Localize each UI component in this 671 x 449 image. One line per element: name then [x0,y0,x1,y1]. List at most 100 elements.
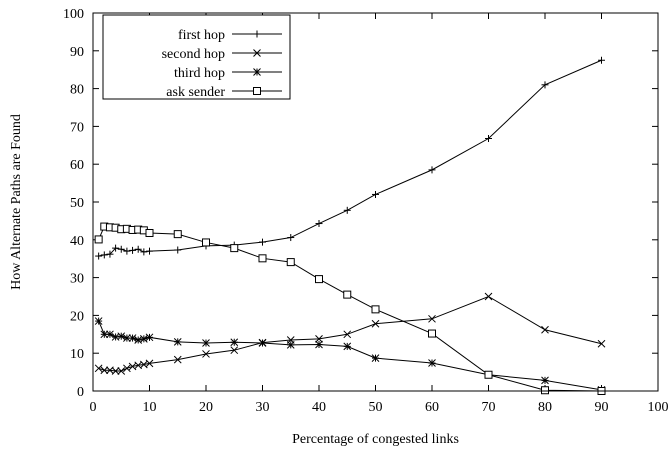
y-tick-label: 80 [70,83,84,98]
data-point-second-hop [94,364,103,373]
data-point-second-hop [173,355,182,364]
data-point-ask-sender [202,238,210,247]
x-axis-title: Percentage of congested links [292,432,459,447]
data-point-second-hop [202,350,210,358]
data-point-third-hop [371,354,380,362]
y-tick-label: 60 [70,158,84,173]
plot-frame [92,12,659,392]
data-point-first-hop [134,245,142,253]
legend-box [102,14,291,100]
data-point-first-hop [146,247,153,255]
y-tick-label: 50 [70,196,84,211]
data-point-second-hop [123,364,131,373]
axis-ticks: 0 10 20 30 40 50 60 70 80 90 100 0 10 20 30 40 50 60 70 80 9… [63,7,669,415]
data-point-ask-sender [145,228,154,237]
data-point-ask-sender [484,370,493,379]
y-tick-label: 0 [77,385,84,400]
data-point-third-hop [258,339,267,347]
y-tick-label: 100 [63,7,84,22]
x-tick-label: 100 [648,400,669,415]
data-point-second-hop [343,330,352,339]
data-point-first-hop [485,134,492,142]
y-tick-label: 40 [70,234,84,249]
data-point-first-hop [106,250,114,258]
data-point-second-hop [371,319,380,328]
data-point-third-hop [139,334,148,343]
y-tick-label: 70 [70,120,84,135]
series-third-hop [94,317,606,394]
data-point-third-hop [286,341,295,349]
data-point-first-hop [287,234,295,242]
y-tick-label: 90 [70,45,84,60]
plot-series [94,56,606,395]
data-point-first-hop [112,244,120,252]
data-point-ask-sender [541,386,549,395]
data-point-ask-sender [286,258,295,267]
series-second-hop [94,292,606,375]
data-point-third-hop [111,333,120,341]
data-point-third-hop [128,334,137,342]
data-point-ask-sender [343,290,352,299]
legend-label-second-hop: second hop [162,47,225,62]
data-point-third-hop [343,342,352,351]
data-point-second-hop [111,367,120,375]
data-point-third-hop [202,339,210,347]
x-tick-label: 70 [482,400,496,415]
data-point-first-hop [117,245,125,253]
data-point-third-hop [541,376,549,385]
data-point-second-hop [100,366,109,375]
legend-label-ask-sender: ask sender [166,85,225,100]
y-tick-label: 30 [70,272,84,287]
data-point-first-hop [598,56,605,64]
data-point-third-hop [123,334,131,342]
data-point-first-hop [343,206,351,214]
data-point-first-hop [140,248,148,256]
data-point-ask-sender [258,254,267,263]
x-tick-label: 90 [595,400,609,415]
series-line-second-hop [98,295,602,372]
x-tick-label: 0 [90,400,97,415]
x-tick-label: 40 [312,400,326,415]
data-point-second-hop [117,367,126,375]
x-tick-label: 80 [538,400,552,415]
data-point-second-hop [428,314,436,323]
data-point-first-hop [372,190,379,198]
series-line-first-hop [98,59,602,257]
data-point-third-hop [117,332,126,341]
data-point-ask-sender [94,235,103,244]
x-tick-label: 10 [143,400,157,415]
x-tick-label: 60 [425,400,439,415]
legend: first hop second hop third hop ask sender [102,14,291,100]
data-point-first-hop [95,252,103,260]
data-point-second-hop [145,359,154,368]
legend-label-third-hop: third hop [174,66,225,81]
data-point-ask-sender [173,230,182,239]
legend-marker-first-hop [253,30,261,38]
y-axis-title: How Alternate Paths are Found [9,114,24,290]
data-point-second-hop [484,292,493,301]
data-point-ask-sender [315,275,323,284]
data-point-third-hop [173,338,182,346]
legend-label-first-hop: first hop [178,28,225,43]
data-point-first-hop [100,251,108,259]
x-tick-label: 30 [256,400,270,415]
legend-marker-second-hop [253,49,261,57]
data-point-second-hop [230,346,239,355]
data-point-first-hop [428,166,436,174]
data-point-first-hop [123,247,131,255]
data-point-first-hop [315,220,323,228]
data-point-first-hop [129,246,137,254]
data-point-ask-sender [428,329,436,338]
data-point-third-hop [145,333,154,342]
series-ask-sender [94,222,606,395]
series-line-ask-sender [98,226,602,392]
data-point-third-hop [315,340,323,349]
data-point-ask-sender [371,305,380,314]
data-point-second-hop [541,325,549,334]
y-tick-label: 10 [70,347,84,362]
data-point-third-hop [94,317,103,325]
data-point-third-hop [230,338,239,347]
x-tick-label: 50 [369,400,383,415]
data-point-first-hop [541,81,549,89]
